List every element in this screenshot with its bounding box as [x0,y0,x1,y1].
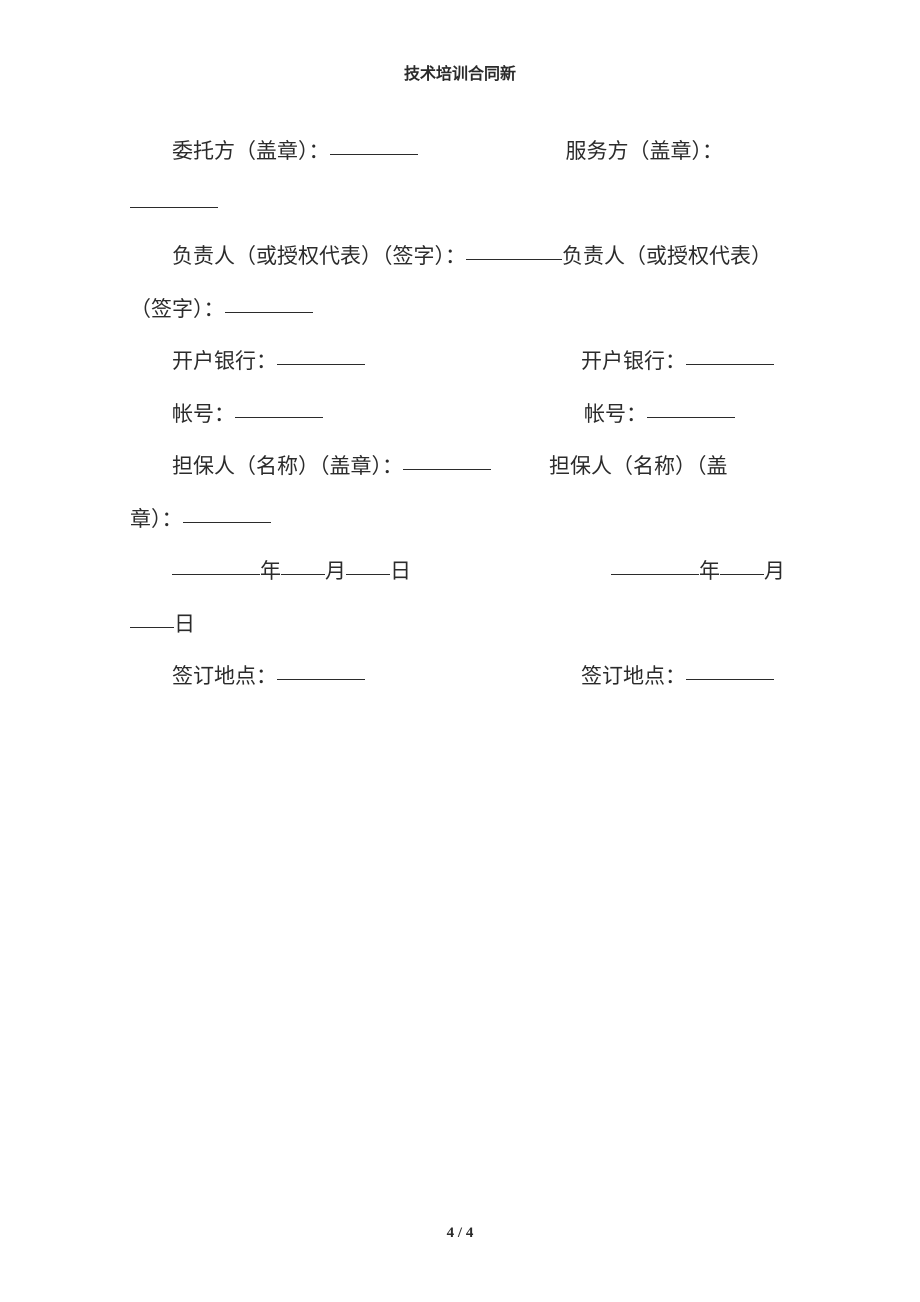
service-account-blank [647,397,735,418]
guarantor-cont-line: 章）： [130,494,790,547]
date-cont-line: 日 [130,599,790,652]
service-month-blank [720,554,764,575]
sign-cont-label: （签字）： [130,298,225,321]
client-seal-label: 委托方（盖章）： [172,140,330,163]
client-signplace-blank [277,659,365,680]
account-line: 帐号： 帐号： [130,389,790,442]
service-day-blank [130,607,174,628]
client-account-label: 帐号： [172,403,235,426]
service-signplace-label: 签订地点： [581,665,686,688]
guarantor-line: 担保人（名称）（盖章）： 担保人（名称）（盖 [130,441,790,494]
year-label-1: 年 [260,560,281,583]
client-account-blank [235,397,323,418]
service-responsible-label: 负责人（或授权代表） [562,245,772,268]
month-label-1: 月 [325,560,346,583]
client-day-blank [346,554,390,575]
service-bank-blank [686,344,774,365]
service-guarantor-blank [183,502,271,523]
client-responsible-label: 负责人（或授权代表）（签字）： [172,245,466,268]
month-label-2: 月 [764,560,785,583]
year-label-2: 年 [699,560,720,583]
day-label-2: 日 [174,613,195,636]
service-seal-blank-line [130,179,790,232]
client-signplace-label: 签订地点： [172,665,277,688]
service-responsible-blank [225,292,313,313]
service-guarantor-label: 担保人（名称）（盖 [549,455,728,478]
client-bank-label: 开户银行： [172,350,277,373]
service-bank-label: 开户银行： [581,350,686,373]
page-header-title: 技术培训合同新 [130,60,790,84]
party-seal-line: 委托方（盖章）： 服务方（盖章）： [130,126,790,179]
client-responsible-blank [466,239,562,260]
service-seal-label: 服务方（盖章）： [566,140,724,163]
client-month-blank [281,554,325,575]
page-number: 4 / 4 [0,1225,920,1242]
responsible-sign-line: 负责人（或授权代表）（签字）： 负责人（或授权代表） [130,231,790,284]
client-seal-blank [330,134,418,155]
sign-place-line: 签订地点： 签订地点： [130,651,790,704]
guarantor-cont-label: 章）： [130,508,183,531]
bank-line: 开户银行： 开户银行： [130,336,790,389]
day-label-1: 日 [390,560,411,583]
service-signplace-blank [686,659,774,680]
service-seal-blank [130,187,218,208]
date-line: 年月日年月 [130,546,790,599]
service-year-blank [611,554,699,575]
client-year-blank [172,554,260,575]
document-body: 委托方（盖章）：服务方（盖章）： 负责人（或授权代表）（签字）：负责人（或授权代… [130,126,790,704]
responsible-sign-cont-line: （签字）： [130,284,790,337]
service-account-label: 帐号： [584,403,647,426]
client-guarantor-label: 担保人（名称）（盖章）： [172,455,403,478]
client-guarantor-blank [403,449,491,470]
client-bank-blank [277,344,365,365]
